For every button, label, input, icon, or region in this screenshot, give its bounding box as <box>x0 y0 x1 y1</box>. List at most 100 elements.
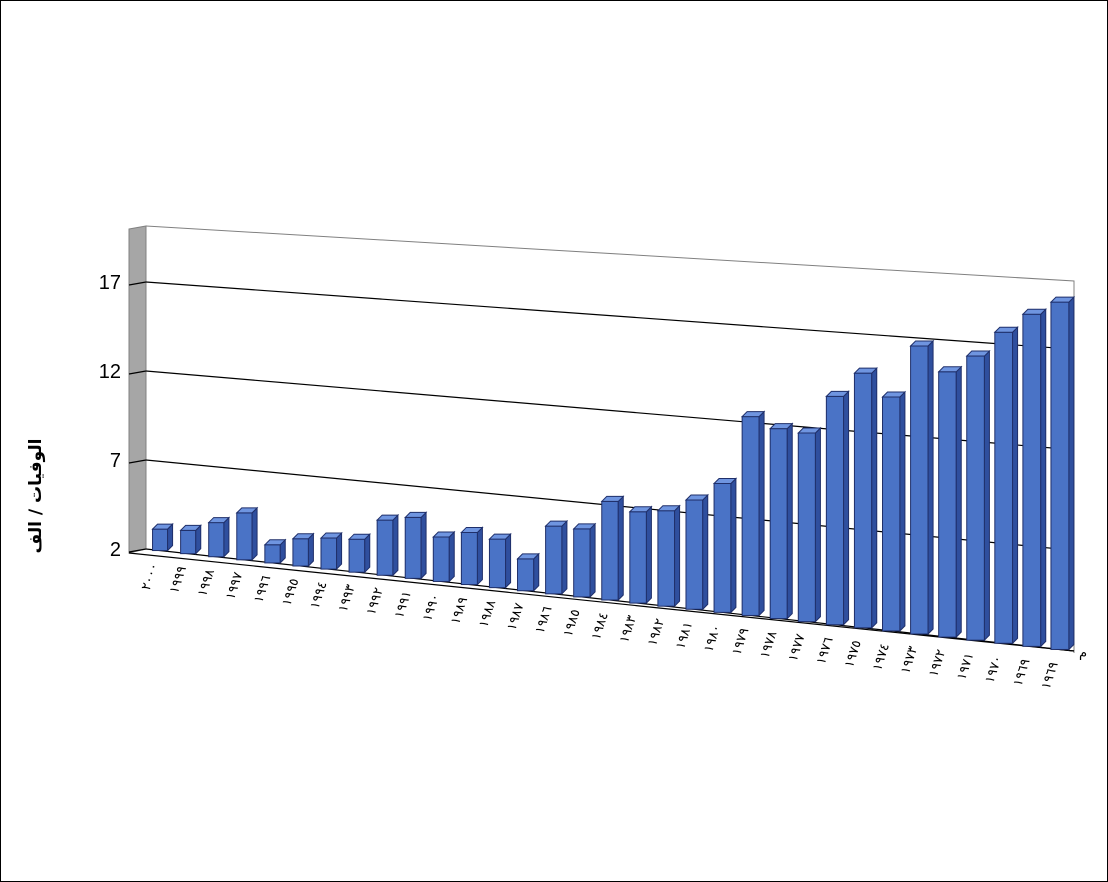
bar <box>600 495 625 602</box>
bar-top <box>1021 308 1047 315</box>
bar-top <box>712 477 738 484</box>
bar-top <box>1049 296 1076 303</box>
bar <box>207 516 231 558</box>
bar-top <box>263 539 287 546</box>
bar <box>853 366 878 630</box>
bar-front <box>882 396 901 632</box>
gridline-side <box>128 281 147 286</box>
bar-side <box>955 365 962 639</box>
bar-side <box>786 422 793 620</box>
bar-front <box>966 355 985 641</box>
bar-side <box>505 532 512 589</box>
x-tick-label: ١٩٩٨ <box>195 567 218 598</box>
bar <box>881 390 907 633</box>
bar-top <box>768 423 794 430</box>
y-tick-labels: 2 7 12 17 <box>99 272 121 561</box>
x-tick-label: ١٩٩٧ <box>223 570 246 601</box>
x-tick-label: ١٩٧٣ <box>898 645 921 676</box>
bar-front <box>180 529 197 555</box>
bar-top <box>656 505 681 512</box>
gridline <box>145 370 1075 451</box>
x-tick-label: ١٩٨٤ <box>589 611 612 642</box>
bar-front <box>152 528 169 552</box>
bar-front <box>797 432 816 623</box>
bar-top <box>628 506 653 513</box>
x-tick-label: ١٩٩٣ <box>336 583 359 614</box>
x-tick-label: ١٩٨٧ <box>505 601 528 632</box>
bar <box>1049 295 1076 651</box>
bar-front <box>432 536 450 582</box>
bar-top <box>179 524 202 531</box>
bar-side <box>533 552 540 592</box>
bar <box>460 526 484 586</box>
bar-top <box>235 507 259 514</box>
bar <box>319 531 343 571</box>
bar <box>404 511 428 580</box>
x-tick-label: ٢٠٠٠ <box>139 561 162 592</box>
bar-top <box>965 350 991 357</box>
bar-front <box>320 537 338 570</box>
bar-top <box>684 494 709 501</box>
x-tick-label: ١٩٧٩ <box>730 626 753 657</box>
x-tick-label: ١٩٧٨ <box>758 629 781 660</box>
bar-side <box>645 505 652 605</box>
bars <box>151 295 1076 651</box>
bar-side <box>843 390 850 626</box>
bar-front <box>938 371 957 638</box>
bar-front <box>741 416 760 616</box>
bar-top <box>572 523 597 530</box>
bar-side <box>364 532 371 574</box>
bar <box>572 522 597 599</box>
x-tick-label: ١٩٦٩ <box>1039 660 1062 691</box>
x-tick-label: ١٩٧٦ <box>814 635 837 666</box>
bar-side <box>223 516 230 558</box>
bar-top <box>488 533 512 540</box>
bar-side <box>251 506 258 562</box>
bar-top <box>347 533 371 540</box>
bar-front <box>910 345 929 635</box>
bar-front <box>825 395 845 626</box>
bar-side <box>758 410 765 617</box>
bar-side <box>1068 295 1075 651</box>
x-axis-end-label: م <box>1079 646 1087 661</box>
bar <box>544 519 569 596</box>
x-tick-label: ١٩٨٦ <box>533 604 556 635</box>
bar-top <box>600 495 625 502</box>
bar <box>488 532 512 589</box>
x-tick-label: ١٩٨٥ <box>561 608 584 639</box>
bar <box>375 513 400 577</box>
x-tick-label: ١٩٩٠ <box>420 592 443 623</box>
x-tick-label: ١٩٩١ <box>392 589 415 620</box>
bar <box>797 426 822 623</box>
bar-front <box>264 544 281 564</box>
gridline-side <box>128 459 147 464</box>
y-tick-label: 7 <box>110 450 121 472</box>
bar-side <box>871 366 878 630</box>
bar <box>1021 308 1047 648</box>
bar-side <box>983 349 990 642</box>
bar-side <box>814 426 821 623</box>
bar <box>516 552 540 592</box>
bar-top <box>740 411 766 418</box>
bar <box>768 422 794 620</box>
y-axis-label: الوفيات / الف <box>26 439 46 554</box>
bar <box>909 339 935 636</box>
bar-side <box>927 339 934 636</box>
bar-front <box>348 538 366 573</box>
gridline <box>145 281 1075 350</box>
bar-side <box>674 504 681 608</box>
bar-top <box>516 553 540 560</box>
bar-top <box>291 533 315 540</box>
bar-side <box>420 511 427 580</box>
bar <box>965 349 991 642</box>
bar-front <box>1050 301 1070 650</box>
x-tick-label: ١٩٩٩ <box>167 564 190 595</box>
x-tick-label: ١٩٨٠ <box>701 623 724 654</box>
bar <box>151 522 174 552</box>
x-tick-label: ١٩٧٧ <box>786 632 809 663</box>
bar-top <box>797 427 822 434</box>
bar <box>684 493 709 611</box>
bar <box>432 530 456 583</box>
bar-top <box>460 526 484 533</box>
bar-front <box>1022 313 1042 647</box>
